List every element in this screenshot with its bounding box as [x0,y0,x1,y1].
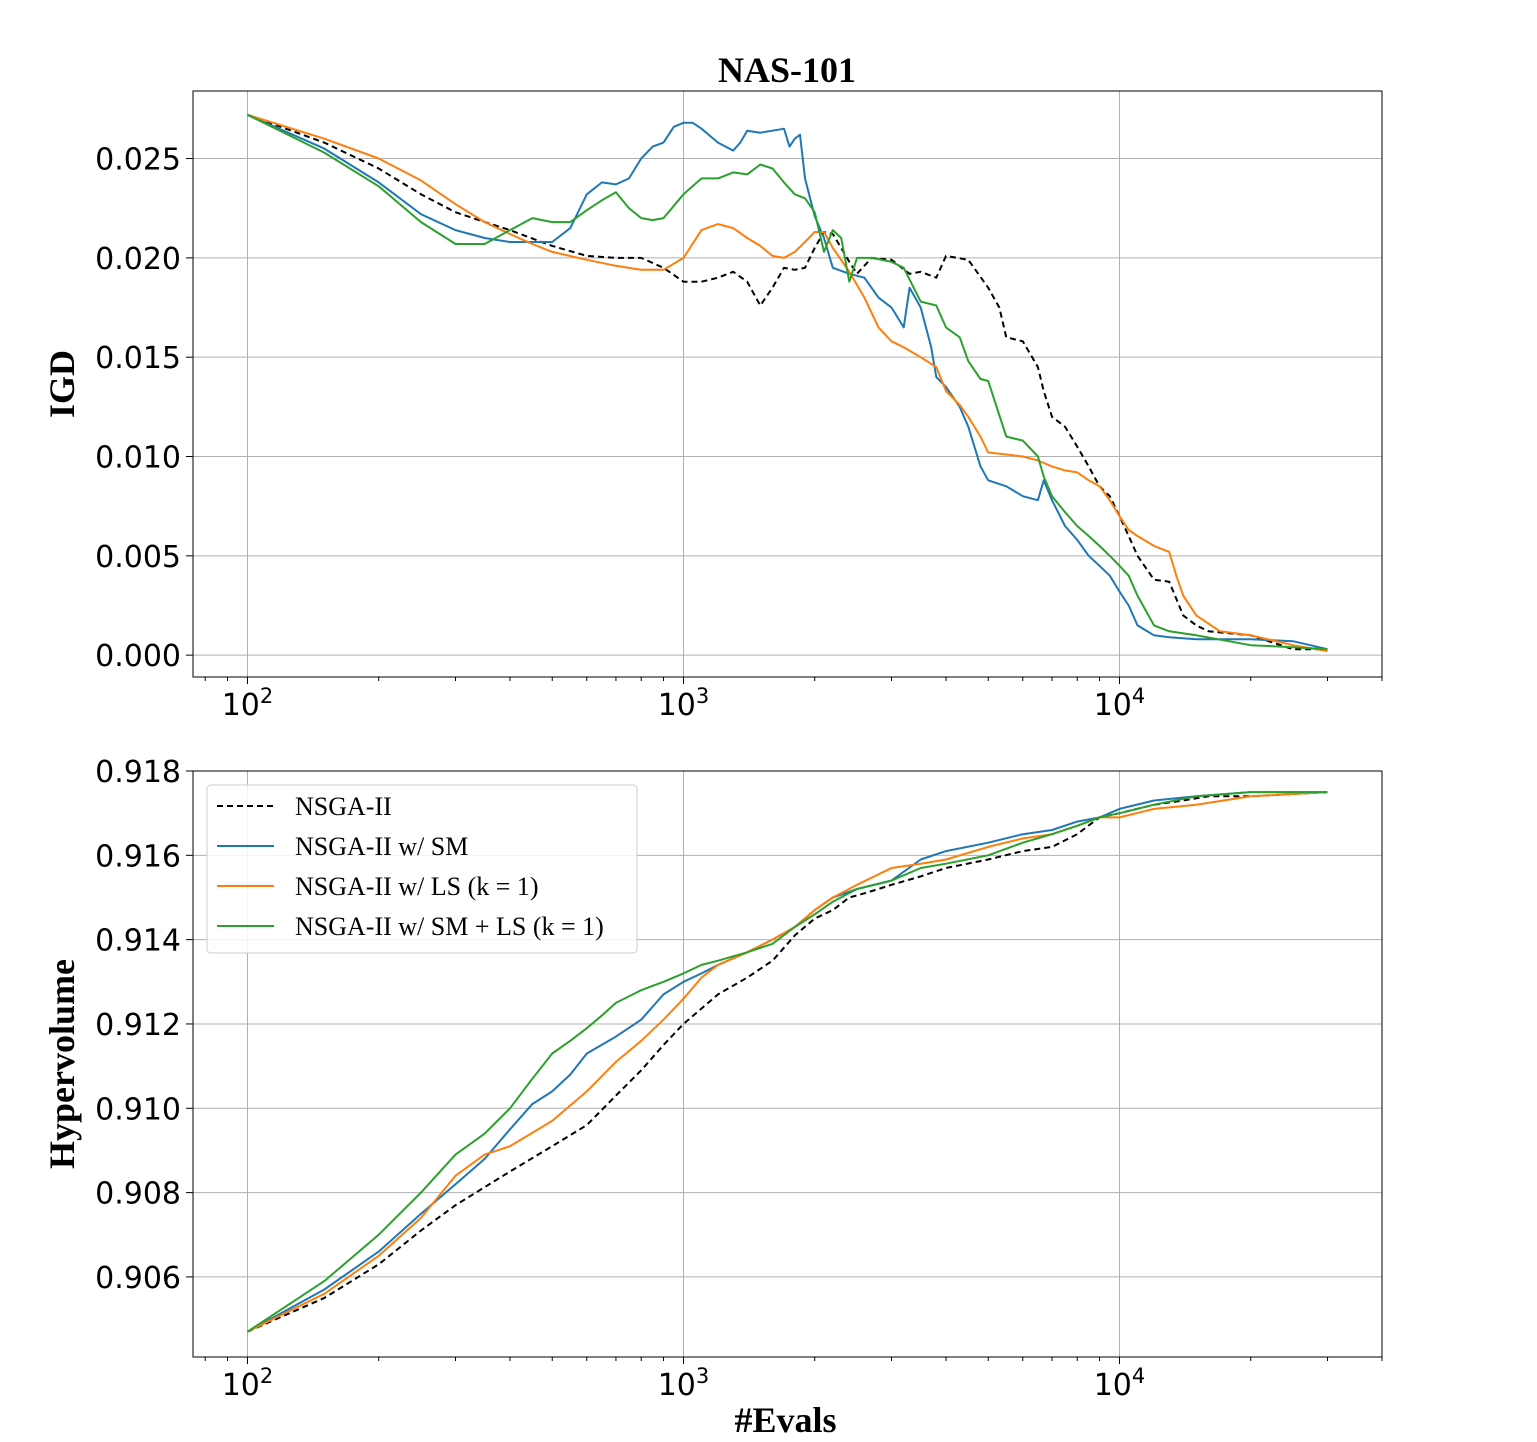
series-line-nsga-ii-w-sm-ls-k-1- [246,791,1328,1333]
y-tick-label: 0.912 [95,1008,181,1043]
legend-label: NSGA-II [295,792,392,821]
hypervolume-plot: 102 103 104 0.906 0.908 0.910 0.912 0.914 0.916 0… [42,755,1383,1440]
figure-title: NAS-101 [718,50,856,90]
x-tick-label: 104 [1094,1364,1146,1403]
y-tick-label: 0.000 [95,639,181,674]
y-axis-label: IGD [42,350,82,418]
igd-plot: 102 103 104 0.000 0.005 0.010 0.015 0.020 0.025 I… [42,90,1383,723]
legend-label: NSGA-II w/ SM [295,832,468,861]
series-line-nsga-ii-w-sm-ls-k-1- [247,113,1328,651]
x-tick-label: 103 [658,684,710,723]
x-tick-label: 102 [222,684,274,723]
series-group [247,113,1328,653]
x-tick-label: 104 [1094,684,1146,723]
plot-frame [192,90,1383,678]
x-axis-label: #Evals [734,1400,836,1440]
y-tick-label: 0.914 [95,924,181,959]
series-group [246,791,1328,1333]
series-line-nsga-ii-w-ls-k-1- [247,113,1328,653]
series-line-nsga-ii [247,113,1328,651]
y-tick-label: 0.010 [95,441,181,476]
y-tick-label: 0.906 [95,1261,181,1296]
y-tick-label: 0.025 [95,143,181,178]
y-tick-label: 0.908 [95,1177,181,1212]
y-axis-label: Hypervolume [42,959,82,1169]
legend-box [206,784,638,954]
y-tick-label: 0.918 [95,755,181,790]
series-line-nsga-ii-w-sm [247,113,1328,651]
y-tick-label: 0.015 [95,341,181,376]
y-tick-label: 0.910 [95,1092,181,1127]
legend-label: NSGA-II w/ SM + LS (k = 1) [295,912,604,941]
y-tick-label: 0.005 [95,540,181,575]
x-tick-label: 102 [222,1364,274,1403]
y-tick-label: 0.916 [95,839,181,874]
x-tick-label: 103 [658,1364,710,1403]
legend: NSGA-II NSGA-II w/ SM NSGA-II w/ LS (k = 1… [206,784,638,954]
legend-label: NSGA-II w/ LS (k = 1) [295,872,539,901]
y-tick-label: 0.020 [95,242,181,277]
plot-frame [192,770,1383,1358]
